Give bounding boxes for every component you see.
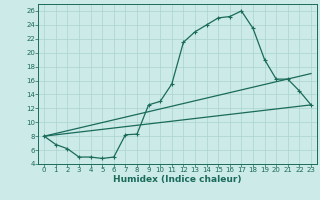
X-axis label: Humidex (Indice chaleur): Humidex (Indice chaleur) — [113, 175, 242, 184]
